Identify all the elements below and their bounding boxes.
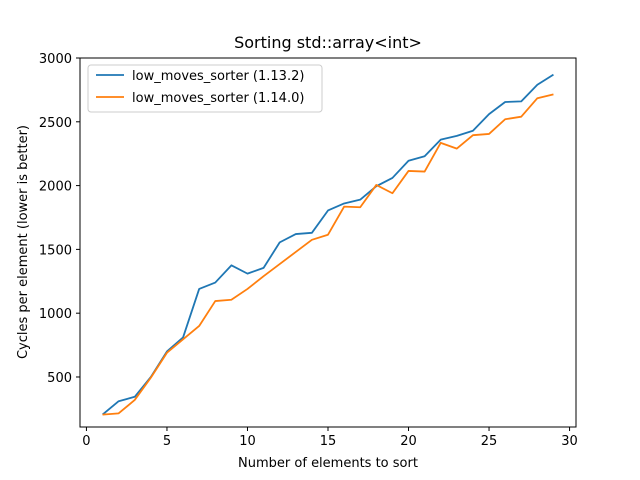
x-tick-label: 30 [561, 434, 578, 449]
x-tick-label: 20 [400, 434, 417, 449]
y-tick-label: 2000 [39, 180, 72, 195]
y-tick-label: 2500 [39, 116, 72, 131]
x-axis-label: Number of elements to sort [238, 456, 418, 471]
legend-label-1: low_moves_sorter (1.13.2) [132, 69, 304, 84]
x-tick-label: 25 [481, 434, 498, 449]
y-axis-label: Cycles per element (lower is better) [16, 125, 31, 359]
x-tick-label: 0 [82, 434, 90, 449]
y-tick-label: 1000 [39, 307, 72, 322]
y-tick-label: 3000 [39, 52, 72, 67]
series-line-2 [102, 93, 554, 416]
x-tick-label: 15 [320, 434, 337, 449]
y-tick-label: 500 [47, 371, 72, 386]
y-tick-label: 1500 [39, 243, 72, 258]
series-line-1 [101, 73, 554, 416]
legend-box [87, 64, 323, 113]
plot-area: 0 5 10 15 20 25 30 500 1000 1500 2000 2500 3000 low_m… [39, 52, 578, 449]
x-tick-label: 10 [239, 434, 256, 449]
legend-label-2: low_moves_sorter (1.14.0) [132, 91, 304, 106]
chart-title: Sorting std::array<int> [234, 33, 422, 52]
x-tick-label: 5 [163, 434, 171, 449]
